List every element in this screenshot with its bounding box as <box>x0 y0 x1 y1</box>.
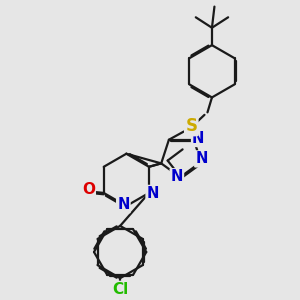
Text: N: N <box>192 131 204 146</box>
Text: N: N <box>171 169 183 184</box>
Text: O: O <box>82 182 95 197</box>
Text: Cl: Cl <box>112 282 128 297</box>
Text: S: S <box>185 117 197 135</box>
Text: N: N <box>117 197 130 212</box>
Text: N: N <box>146 186 159 201</box>
Text: N: N <box>195 152 208 166</box>
